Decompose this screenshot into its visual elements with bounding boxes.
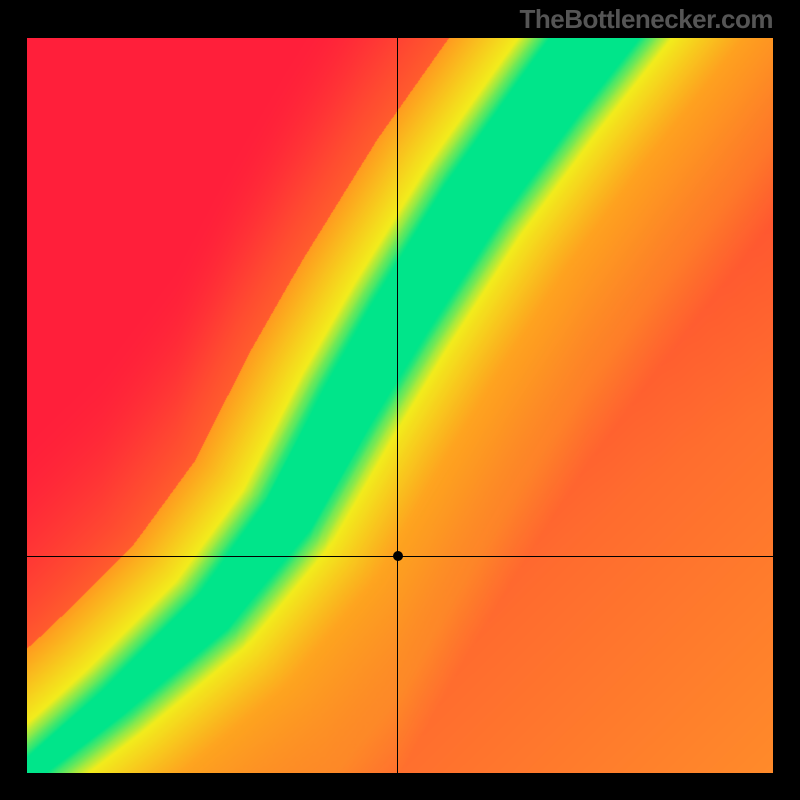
crosshair-marker <box>393 551 403 561</box>
watermark-text: TheBottlenecker.com <box>520 4 773 35</box>
heatmap-canvas <box>27 38 773 773</box>
heatmap-plot <box>27 38 773 773</box>
crosshair-vertical <box>397 38 398 773</box>
